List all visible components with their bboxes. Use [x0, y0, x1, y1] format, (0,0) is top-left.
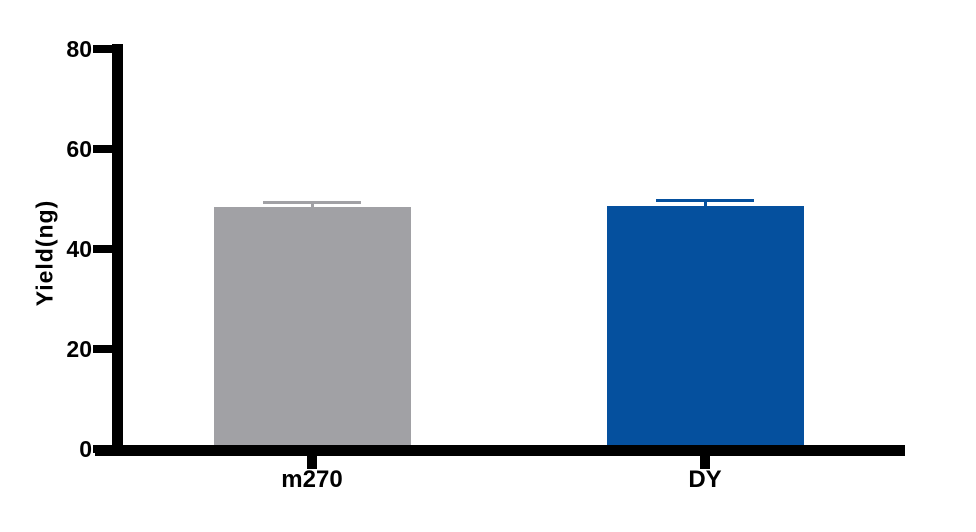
y-tick-label: 0	[79, 436, 92, 462]
bar-m270	[213, 207, 411, 449]
x-category-label: DY	[688, 466, 722, 493]
y-axis-tick	[93, 445, 113, 453]
error-bar-cap	[656, 198, 754, 202]
y-tick-label: 20	[66, 336, 92, 362]
x-axis-line	[95, 445, 905, 456]
bar-dy	[606, 205, 804, 449]
y-axis-tick	[93, 45, 113, 53]
x-axis-tick	[307, 456, 317, 469]
y-axis-tick	[93, 345, 113, 353]
y-axis-tick	[93, 245, 113, 253]
x-axis-tick	[700, 456, 710, 469]
y-axis-tick	[93, 145, 113, 153]
error-bar-whisker	[310, 202, 314, 208]
x-category-label: m270	[281, 466, 343, 493]
y-tick-label: 80	[66, 36, 92, 62]
y-axis-line	[112, 44, 123, 456]
y-tick-label: 60	[66, 136, 92, 162]
error-bar-cap	[263, 200, 361, 204]
y-tick-label: 40	[66, 236, 92, 262]
error-bar-whisker	[703, 200, 707, 207]
